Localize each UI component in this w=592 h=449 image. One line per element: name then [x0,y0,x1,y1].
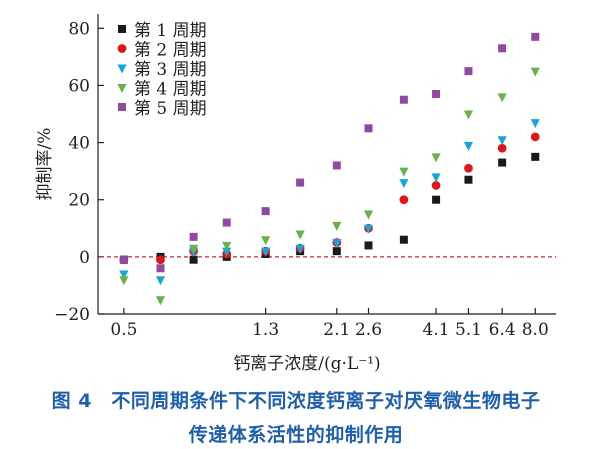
x-tick-label: 2.6 [355,320,382,340]
data-point [497,143,507,153]
series-5 [119,32,540,273]
data-point [497,136,507,146]
y-tick-label: 20 [68,191,90,211]
x-tick-label: 2.1 [323,320,350,340]
data-point [189,244,199,254]
data-point [332,239,342,249]
data-point [399,235,408,244]
data-point [464,67,473,76]
legend-label: 第 2 周期 [134,41,207,61]
x-tick-label: 1.3 [252,320,279,340]
data-point [432,90,441,98]
data-point [364,241,373,250]
figure-caption-line-1: 图 4 不同周期条件下不同浓度钙离子对厌氧微生物电子 [51,390,541,412]
y-tick-label: 80 [68,19,90,39]
data-point [463,110,474,120]
y-tick-label: −20 [54,305,90,325]
data-point [531,32,540,41]
data-point [431,181,441,190]
y-tick-label: 40 [68,134,90,154]
data-point [530,132,540,142]
data-point [363,210,374,220]
x-tick-label: 0.5 [110,320,137,340]
y-tick-label: 0 [79,248,90,268]
y-axis-label: 抑制率/% [35,128,55,201]
data-point [530,67,540,77]
series-3 [119,119,540,286]
axes: −20 0 20 40 60 80 0.5 1.3 2.1 2.6 4.1 5.1 6.4 8.0 [54,14,556,340]
legend-label: 第 3 周期 [134,60,207,80]
data-point [431,173,441,183]
data-point [119,255,128,264]
data-point [432,195,441,204]
data-point [463,141,474,151]
data-point [399,179,409,189]
data-point [189,255,198,264]
x-tick-label: 6.4 [489,320,516,340]
legend: 第 1 周期第 2 周期第 3 周期第 4 周期第 5 周期 [117,21,207,119]
legend-marker [117,44,127,53]
data-point [464,163,473,173]
data-point [399,195,409,205]
series-2 [119,132,540,265]
data-point [332,247,341,256]
data-point [332,161,341,170]
data-point [156,264,165,273]
legend-marker [118,103,126,111]
data-point [261,236,271,246]
data-point [222,218,231,227]
data-point [119,270,129,280]
series-4 [119,67,540,306]
legend-label: 第 1 周期 [134,21,207,41]
x-axis-label: 钙离子浓度/(g·L⁻¹) [233,354,380,374]
data-point [464,175,473,184]
data-point [530,119,540,129]
legend-marker [117,84,127,93]
data-point [189,232,198,241]
data-point [531,152,540,161]
series-1 [119,152,540,264]
x-tick-label: 5.1 [455,320,482,340]
data-point [431,153,441,163]
data-point [399,95,408,104]
data-point [399,167,409,177]
data-point [332,221,342,231]
legend-label: 第 5 周期 [134,99,207,119]
data-point [498,44,507,53]
data-point [295,244,305,254]
data-point [261,207,270,216]
data-point [119,276,129,286]
data-points [119,32,540,306]
data-point [497,93,507,103]
x-tick-label: 4.1 [423,320,450,340]
data-point [222,241,232,251]
data-point [261,247,271,257]
y-tick-label: 60 [68,76,90,96]
legend-marker [117,64,127,74]
legend-marker [118,25,126,33]
data-point [364,124,373,133]
data-point [156,255,165,265]
data-point [155,276,166,286]
data-point [296,178,305,187]
x-tick-label: 8.0 [522,320,549,340]
data-point [498,158,507,167]
data-point [295,230,305,240]
figure-caption-line-2: 传递体系活性的抑制作用 [188,424,404,446]
data-point [155,296,166,306]
data-point [222,247,232,257]
chart: −20 0 20 40 60 80 0.5 1.3 2.1 2.6 4.1 5.1 6.4 8.0 第 1… [35,14,556,374]
legend-label: 第 4 周期 [134,80,207,100]
data-point [363,224,374,234]
